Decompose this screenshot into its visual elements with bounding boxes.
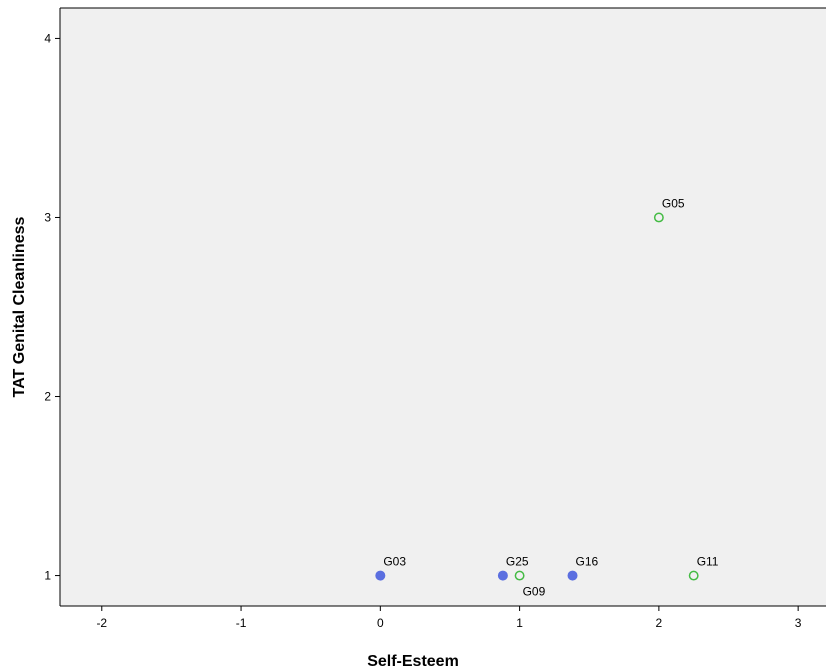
- point-label: G11: [697, 555, 719, 569]
- point-labels: G03 G25 G16 G09 G05 G11: [383, 196, 718, 598]
- point-label: G16: [576, 555, 599, 569]
- y-axis: 1 2 3 4: [44, 7, 826, 606]
- point-label: G05: [662, 196, 685, 210]
- x-axis: -2 -1 0 1 2 3: [60, 605, 826, 630]
- x-tick-label: 0: [377, 616, 384, 630]
- x-tick-label: -1: [236, 616, 247, 630]
- data-point: [567, 570, 578, 581]
- y-axis-title: TAT Genital Cleanliness: [11, 217, 28, 398]
- point-label: G09: [523, 585, 546, 599]
- y-tick-label: 3: [44, 210, 51, 224]
- point-label: G03: [383, 555, 406, 569]
- x-axis-title: Self-Esteem: [367, 653, 459, 670]
- x-tick-label: 3: [795, 616, 802, 630]
- data-points: [375, 212, 699, 581]
- data-point: [497, 570, 508, 581]
- y-tick-label: 4: [44, 31, 51, 45]
- y-tick-label: 2: [44, 390, 51, 404]
- point-label: G25: [506, 555, 529, 569]
- x-tick-label: 2: [656, 616, 663, 630]
- x-tick-label: 1: [516, 616, 523, 630]
- x-tick-label: -2: [96, 616, 107, 630]
- plot-area: [60, 8, 826, 606]
- data-point: [514, 570, 525, 581]
- data-point: [375, 570, 386, 581]
- data-point: [653, 212, 664, 223]
- y-tick-label: 1: [44, 569, 51, 583]
- data-point: [688, 570, 699, 581]
